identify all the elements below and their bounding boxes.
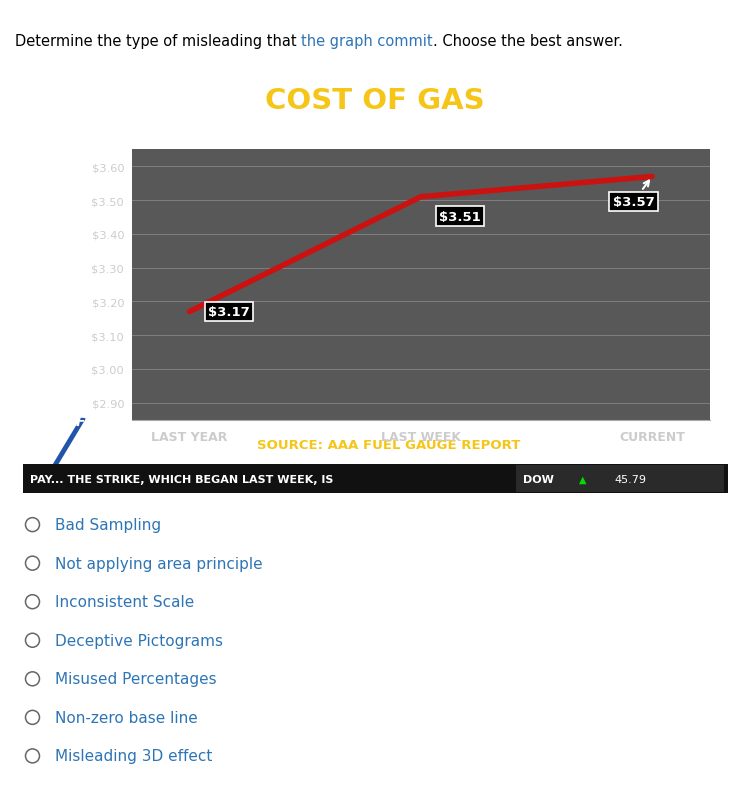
Text: channel: channel: [64, 469, 106, 479]
Text: Inconsistent Scale: Inconsistent Scale: [56, 594, 194, 609]
Bar: [516, 466, 724, 492]
Text: $3.51: $3.51: [440, 210, 481, 223]
Text: ▲: ▲: [580, 474, 587, 484]
Bar: [22, 464, 728, 494]
Text: . Choose the best answer.: . Choose the best answer.: [433, 34, 622, 49]
Text: Bad Sampling: Bad Sampling: [56, 517, 161, 532]
Text: Not applying area principle: Not applying area principle: [56, 556, 263, 571]
Text: FOX: FOX: [75, 414, 106, 429]
Text: Deceptive Pictograms: Deceptive Pictograms: [56, 633, 223, 648]
Text: the graph commit: the graph commit: [301, 34, 433, 49]
Text: 45.79: 45.79: [615, 474, 646, 484]
Text: Non-zero base line: Non-zero base line: [56, 710, 198, 725]
Text: $3.17: $3.17: [208, 306, 250, 319]
Text: $3.57: $3.57: [613, 181, 655, 209]
Text: PAY... THE STRIKE, WHICH BEGAN LAST WEEK, IS: PAY... THE STRIKE, WHICH BEGAN LAST WEEK…: [29, 474, 333, 484]
Text: Misleading 3D effect: Misleading 3D effect: [56, 748, 213, 764]
Text: Determine the type of misleading that: Determine the type of misleading that: [15, 34, 301, 49]
Text: NEWS: NEWS: [75, 444, 122, 458]
Text: Misused Percentages: Misused Percentages: [56, 671, 217, 687]
Text: COST OF GAS: COST OF GAS: [266, 87, 484, 115]
Text: NATIONAL AVERAGE: NATIONAL AVERAGE: [290, 125, 460, 140]
Text: DOW: DOW: [523, 474, 554, 484]
Text: SOURCE: AAA FUEL GAUGE REPORT: SOURCE: AAA FUEL GAUGE REPORT: [257, 439, 520, 452]
